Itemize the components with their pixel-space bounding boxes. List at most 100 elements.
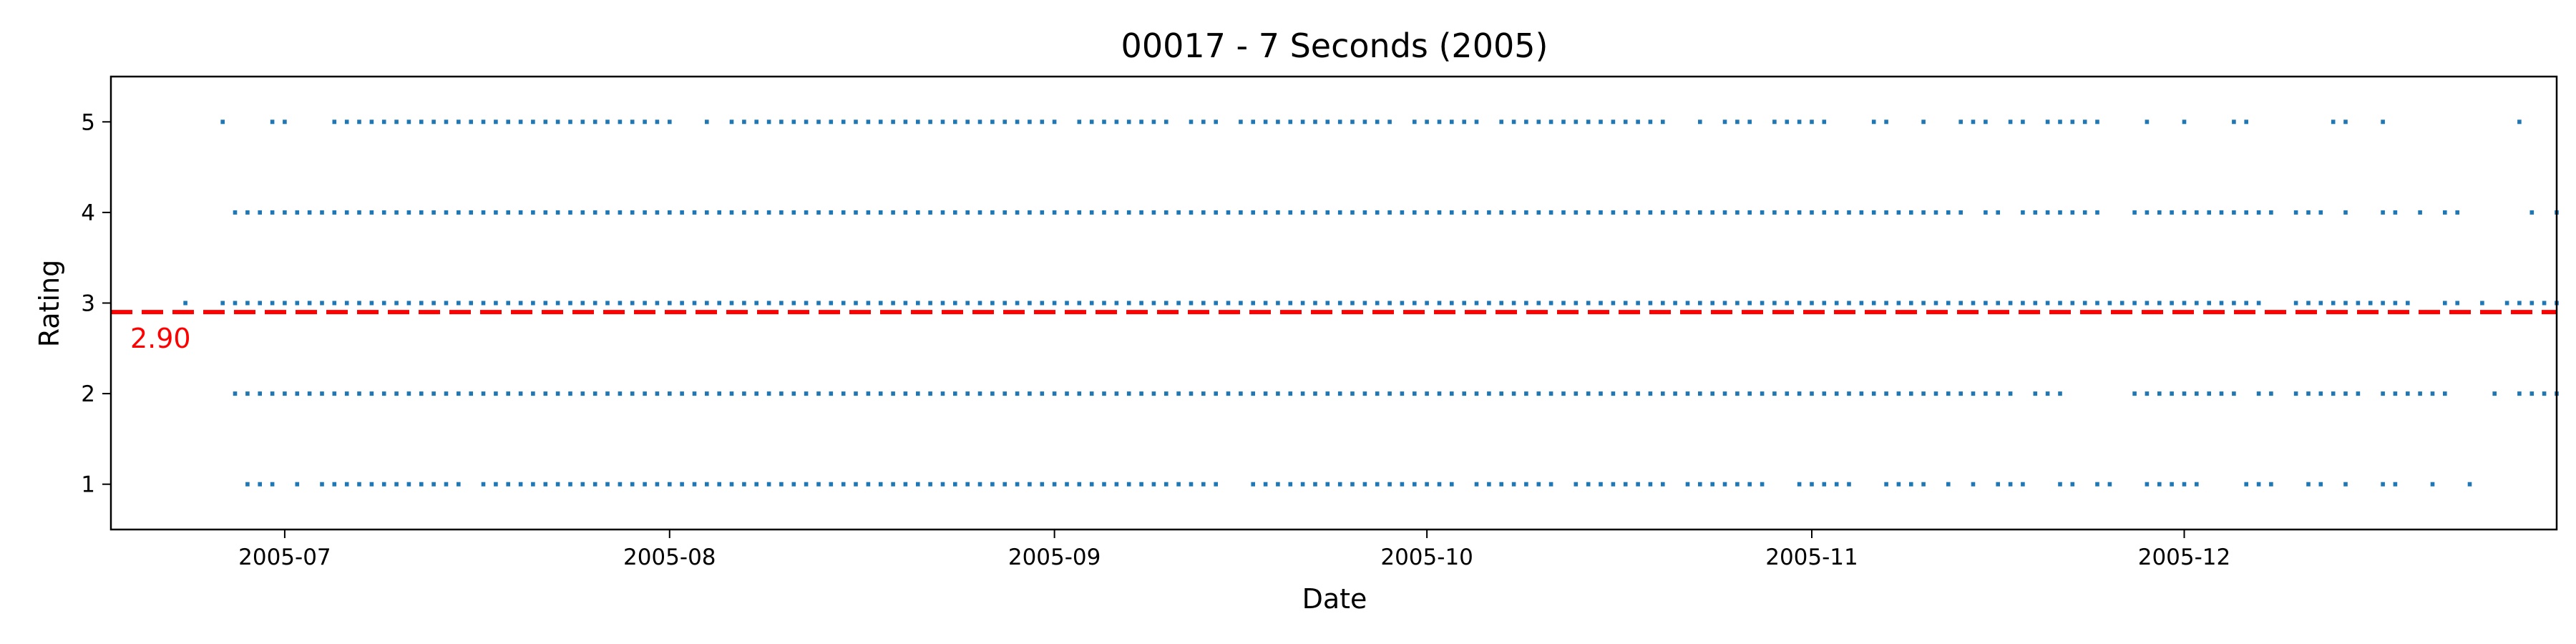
- data-point: [2182, 301, 2187, 306]
- x-tick-label: 2005-12: [2138, 545, 2231, 570]
- data-point: [1984, 210, 1988, 215]
- data-point: [1015, 391, 1020, 396]
- data-point: [1065, 301, 1069, 306]
- data-point: [258, 482, 262, 487]
- data-point: [1151, 391, 1156, 396]
- data-point: [742, 301, 746, 306]
- data-point: [1511, 210, 1516, 215]
- data-point: [2045, 119, 2050, 125]
- data-point: [245, 301, 250, 306]
- data-point: [1760, 482, 1765, 487]
- data-point: [1698, 210, 1702, 215]
- data-point: [1350, 119, 1355, 125]
- data-point: [444, 301, 449, 306]
- data-point: [779, 119, 784, 125]
- data-point: [543, 482, 548, 487]
- data-point: [2293, 210, 2298, 215]
- data-point: [1648, 119, 1653, 125]
- data-point: [531, 391, 535, 396]
- data-point: [2381, 482, 2385, 487]
- data-point: [1661, 391, 1665, 396]
- data-point: [891, 119, 895, 125]
- data-point: [1002, 391, 1007, 396]
- data-point: [1400, 482, 1405, 487]
- data-point: [1561, 391, 1566, 396]
- data-point: [2182, 482, 2187, 487]
- data-point: [816, 210, 821, 215]
- data-point: [916, 119, 920, 125]
- data-point: [270, 391, 275, 396]
- data-point: [2244, 119, 2248, 125]
- data-point: [1984, 119, 1988, 125]
- data-point: [916, 391, 920, 396]
- data-point: [1251, 482, 1255, 487]
- data-point: [1884, 119, 1888, 125]
- data-point: [1524, 210, 1528, 215]
- data-point: [1288, 301, 1293, 306]
- data-point: [2318, 482, 2323, 487]
- data-point: [506, 301, 510, 306]
- data-point: [1673, 301, 1677, 306]
- data-point: [2082, 210, 2087, 215]
- data-point: [1239, 301, 1243, 306]
- mean-line-group: 2.90: [111, 310, 2557, 354]
- data-point: [555, 119, 560, 125]
- data-point: [1921, 391, 1926, 396]
- data-point: [1325, 391, 1330, 396]
- data-point: [1747, 301, 1752, 306]
- data-point: [406, 210, 411, 215]
- data-point: [1698, 301, 1702, 306]
- data-point: [1102, 391, 1106, 396]
- data-point: [469, 301, 473, 306]
- data-point: [1300, 482, 1305, 487]
- data-point: [320, 482, 324, 487]
- data-point: [643, 301, 647, 306]
- data-point: [1511, 391, 1516, 396]
- data-point: [1822, 482, 1827, 487]
- data-point: [531, 482, 535, 487]
- data-point: [1313, 482, 1317, 487]
- data-point: [1884, 301, 1888, 306]
- data-point: [295, 301, 300, 306]
- data-point: [916, 210, 920, 215]
- data-point: [369, 210, 374, 215]
- data-point: [1599, 482, 1603, 487]
- data-point: [431, 119, 436, 125]
- data-point: [643, 391, 647, 396]
- data-point: [1313, 301, 1317, 306]
- data-point: [2306, 482, 2311, 487]
- data-point: [1176, 210, 1181, 215]
- data-point: [2070, 301, 2075, 306]
- data-point: [1437, 119, 1442, 125]
- data-point: [1114, 301, 1119, 306]
- data-point: [2269, 391, 2273, 396]
- data-point: [829, 119, 834, 125]
- data-point: [1201, 301, 1206, 306]
- data-point: [295, 482, 300, 487]
- data-point: [1735, 301, 1740, 306]
- data-point: [878, 391, 883, 396]
- data-point: [2008, 391, 2013, 396]
- data-point: [307, 301, 312, 306]
- y-tick-label: 1: [81, 472, 95, 498]
- data-point: [1871, 301, 1876, 306]
- data-point: [1499, 391, 1503, 396]
- data-point: [866, 301, 871, 306]
- data-point: [394, 482, 399, 487]
- data-point: [1251, 301, 1255, 306]
- data-point: [506, 119, 510, 125]
- data-point: [1462, 210, 1466, 215]
- data-point: [1971, 119, 1976, 125]
- data-point: [1747, 391, 1752, 396]
- data-point: [878, 482, 883, 487]
- data-point: [1362, 482, 1367, 487]
- data-point: [381, 210, 386, 215]
- data-point: [2517, 301, 2522, 306]
- data-point: [1164, 210, 1169, 215]
- data-point: [791, 391, 796, 396]
- data-point: [1300, 301, 1305, 306]
- data-point: [1263, 119, 1268, 125]
- data-point: [2343, 482, 2348, 487]
- y-tick-label: 4: [81, 200, 95, 226]
- data-point: [270, 210, 275, 215]
